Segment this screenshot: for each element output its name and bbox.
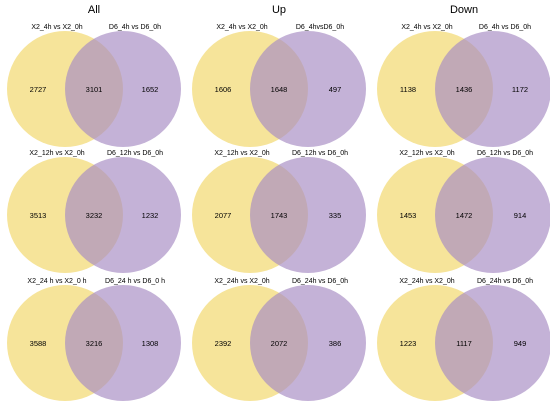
venn-left-only-count: 1606 <box>215 85 232 94</box>
venn-overlap-count: 1117 <box>456 339 472 348</box>
venn-right-set-label: D6_24h vs D6_0h <box>292 278 348 285</box>
venn-circle-right <box>435 285 550 401</box>
venn-right-only-count: 335 <box>329 211 342 220</box>
venn-circle-right <box>435 31 550 147</box>
venn-panel-2: X2_4h vs X2_0h D6_4hvsD6_0h 1606 1648 497 <box>192 24 366 147</box>
venn-overlap-count: 1472 <box>456 211 473 220</box>
venn-right-only-count: 1652 <box>142 85 159 94</box>
venn-left-set-label: X2_24h vs X2_0h <box>399 278 454 285</box>
venn-circle-right <box>250 157 366 273</box>
venn-left-set-label: X2_4h vs X2_0h <box>401 24 452 31</box>
venn-overlap-count: 1743 <box>271 211 288 220</box>
venn-overlap-count: 3101 <box>86 85 103 94</box>
venn-circle-right <box>250 285 366 401</box>
venn-overlap-count: 1648 <box>271 85 288 94</box>
venn-panel-8: X2_24h vs X2_0h D6_24h vs D6_0h 2392 2072 38… <box>192 278 366 401</box>
venn-left-set-label: X2_24 h vs X2_0 h <box>27 278 86 285</box>
venn-panel-1: X2_4h vs X2_0h D6_4h vs D6_0h 2727 3101 1652 <box>7 24 181 147</box>
venn-right-set-label: D6_4h vs D6_0h <box>109 24 161 31</box>
venn-left-set-label: X2_12h vs X2_0h <box>214 150 269 157</box>
venn-left-only-count: 3588 <box>30 339 47 348</box>
venn-left-set-label: X2_24h vs X2_0h <box>214 278 269 285</box>
venn-right-only-count: 497 <box>329 85 342 94</box>
column-title-all: All <box>88 4 100 16</box>
venn-circle-right <box>250 31 366 147</box>
venn-right-only-count: 914 <box>514 211 527 220</box>
venn-left-set-label: X2_12h vs X2_0h <box>399 150 454 157</box>
venn-left-only-count: 3513 <box>30 211 47 220</box>
venn-right-only-count: 949 <box>514 339 527 348</box>
venn-left-only-count: 1223 <box>400 339 417 348</box>
column-title-up: Up <box>272 4 286 16</box>
venn-right-only-count: 1232 <box>142 211 159 220</box>
venn-right-set-label: D6_4h vs D6_0h <box>479 24 531 31</box>
column-title-down: Down <box>450 4 478 16</box>
venn-overlap-count: 2072 <box>271 339 288 348</box>
venn-right-set-label: D6_24h vs D6_0h <box>477 278 533 285</box>
venn-circle-right <box>65 285 181 401</box>
venn-panel-3: X2_4h vs X2_0h D6_4h vs D6_0h 1138 1436 1172 <box>377 24 550 147</box>
venn-left-set-label: X2_4h vs X2_0h <box>31 24 82 31</box>
venn-panel-7: X2_24 h vs X2_0 h D6_24 h vs D6_0 h 3588 32… <box>7 278 181 401</box>
venn-circle-right <box>65 31 181 147</box>
venn-circle-right <box>435 157 550 273</box>
venn-right-set-label: D6_12h vs D6_0h <box>477 150 533 157</box>
venn-right-only-count: 386 <box>329 339 342 348</box>
venn-panel-6: X2_12h vs X2_0h D6_12h vs D6_0h 1453 1472 91… <box>377 150 550 273</box>
venn-left-only-count: 2077 <box>215 211 232 220</box>
venn-left-only-count: 2392 <box>215 339 232 348</box>
venn-panel-9: X2_24h vs X2_0h D6_24h vs D6_0h 1223 1117 94… <box>377 278 550 401</box>
venn-left-only-count: 1453 <box>400 211 417 220</box>
venn-right-only-count: 1172 <box>512 85 528 94</box>
venn-left-only-count: 2727 <box>30 85 47 94</box>
venn-panel-5: X2_12h vs X2_0h D6_12h vs D6_0h 2077 1743 33… <box>192 150 366 273</box>
venn-circle-right <box>65 157 181 273</box>
venn-overlap-count: 3216 <box>86 339 103 348</box>
venn-overlap-count: 3232 <box>86 211 103 220</box>
venn-right-set-label: D6_24 h vs D6_0 h <box>105 278 165 285</box>
venn-right-only-count: 1308 <box>142 339 159 348</box>
venn-right-set-label: D6_4hvsD6_0h <box>296 24 344 31</box>
venn-left-only-count: 1138 <box>400 85 416 94</box>
venn-right-set-label: D6_12h vs D6_0h <box>292 150 348 157</box>
venn-right-set-label: D6_12h vs D6_0h <box>107 150 163 157</box>
venn-panel-4: X2_12h vs X2_0h D6_12h vs D6_0h 3513 3232 12… <box>7 150 181 273</box>
venn-left-set-label: X2_4h vs X2_0h <box>216 24 267 31</box>
venn-overlap-count: 1436 <box>456 85 473 94</box>
venn-left-set-label: X2_12h vs X2_0h <box>29 150 84 157</box>
